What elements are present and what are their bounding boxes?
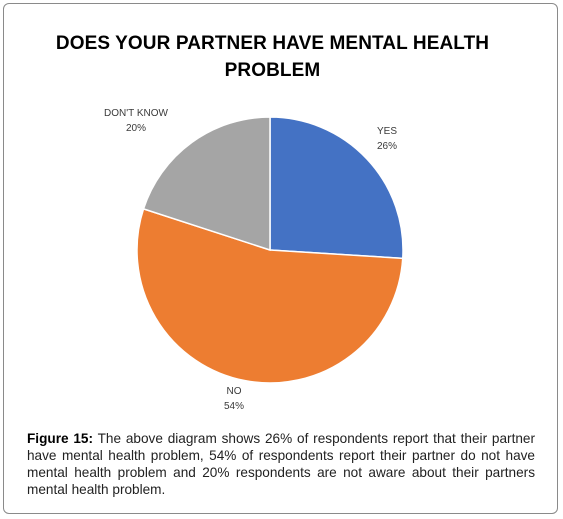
figure-caption: Figure 15: The above diagram shows 26% o… — [27, 430, 535, 498]
pie-slice-don-t-know — [142, 116, 271, 252]
pie-slices — [136, 116, 404, 384]
slice-label: NO — [227, 386, 242, 397]
slice-label: DON'T KNOW — [104, 108, 169, 119]
caption-text: The above diagram shows 26% of responden… — [27, 431, 535, 497]
slice-value-label: 20% — [126, 123, 146, 134]
pie-labels: YES 26% NO 54% DON'T KNOW 20% — [104, 108, 397, 412]
pie-slice-yes — [269, 116, 404, 260]
chart-title: DOES YOUR PARTNER HAVE MENTAL HEALTH PRO… — [55, 33, 490, 81]
slice-value-label: 54% — [224, 401, 244, 412]
pie-slice-no — [136, 207, 404, 384]
slice-label: YES — [377, 126, 397, 137]
caption-label: Figure 15: — [27, 431, 94, 446]
slice-value-label: 26% — [377, 141, 397, 152]
